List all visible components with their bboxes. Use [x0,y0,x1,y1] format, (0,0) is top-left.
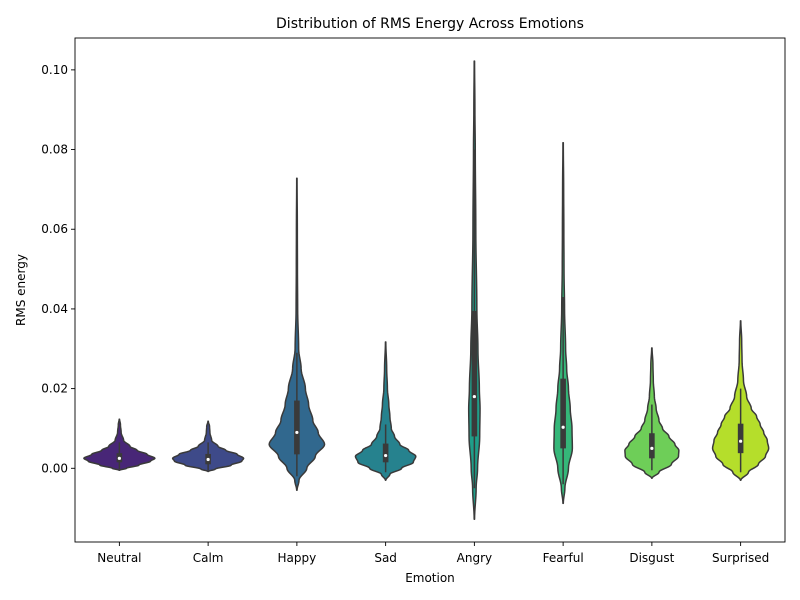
x-tick-label-calm: Calm [193,551,224,565]
x-tick-label-sad: Sad [374,551,397,565]
median-point-sad [384,453,388,458]
violin-group-surprised [711,320,770,481]
violin-group-calm [171,420,245,473]
iqr-box-surprised [737,423,744,454]
iqr-box-angry [471,310,478,437]
violin-happy [268,177,326,491]
y-tick-label-1: 0.02 [41,382,68,396]
x-tick-label-neutral: Neutral [97,551,141,565]
iqr-box-happy [294,400,300,455]
violin-group-angry [467,60,481,521]
median-point-disgust [650,446,654,450]
x-tick-label-surprised: Surprised [712,551,769,565]
y-tick-label-5: 0.10 [41,63,68,77]
x-tick-label-disgust: Disgust [629,551,674,565]
iqr-box-fearful [560,378,566,449]
y-axis: 0.00 0.02 0.04 0.06 0.08 0.10 [41,63,75,475]
y-tick-label-3: 0.06 [41,222,68,236]
chart-title: Distribution of RMS Energy Across Emotio… [276,16,584,32]
median-point-fearful [561,425,565,429]
x-tick-label-fearful: Fearful [543,551,584,565]
iqr-box-disgust [649,433,655,459]
median-point-neutral [117,456,121,460]
median-point-calm [206,457,210,462]
median-point-happy [295,430,299,435]
violin-group-fearful [553,142,574,505]
x-tick-label-angry: Angry [457,551,492,565]
violin-group-neutral [83,418,156,472]
median-point-angry [472,394,476,399]
y-tick-label-2: 0.04 [41,302,68,316]
y-axis-label: RMS energy [14,254,28,326]
x-axis-label: Emotion [405,571,455,585]
violin-group-sad [354,341,417,481]
violin-group-disgust [624,347,680,479]
iqr-box-sad [382,443,389,463]
x-tick-label-happy: Happy [278,551,317,565]
plot-frame [74,37,786,543]
y-tick-label-0: 0.00 [41,461,68,475]
y-tick-label-4: 0.08 [41,143,68,157]
violin-sad [354,341,417,481]
violin-group-happy [268,177,326,491]
violins-layer [83,60,770,521]
median-point-surprised [739,439,743,443]
x-axis: Neutral Calm Happy Sad Angry Fearful Disgust Su… [97,542,769,565]
